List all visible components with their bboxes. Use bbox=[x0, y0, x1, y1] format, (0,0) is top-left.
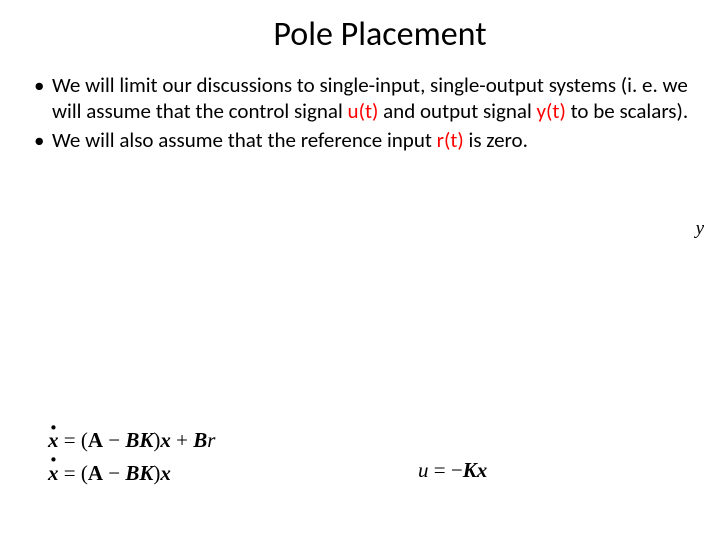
eq-matrix-BK: BK bbox=[125, 428, 153, 452]
eq-matrix-B: B bbox=[193, 428, 207, 452]
bullet-list: We will limit our discussions to single-… bbox=[30, 73, 690, 154]
highlight-text: y(t) bbox=[537, 98, 566, 124]
eq-scalar-u: u bbox=[418, 458, 429, 482]
highlight-text: u(t) bbox=[348, 98, 379, 124]
bullet-text: and output signal bbox=[378, 98, 536, 124]
slide-container: Pole Placement We will limit our discuss… bbox=[0, 0, 720, 540]
equation-block-right: u = −Kx bbox=[418, 458, 487, 483]
eq-vector-x: x bbox=[160, 461, 171, 485]
equation-line: x = (A − BK)x bbox=[48, 457, 215, 490]
eq-text: = ( bbox=[59, 428, 88, 452]
bullet-item: We will limit our discussions to single-… bbox=[30, 73, 690, 124]
slide-title: Pole Placement bbox=[70, 14, 690, 55]
y-axis-label: y bbox=[696, 218, 704, 240]
bullet-item: We will also assume that the reference i… bbox=[30, 128, 690, 154]
highlight-text: r(t) bbox=[437, 127, 464, 153]
eq-text: − bbox=[103, 461, 125, 485]
eq-text: + bbox=[171, 428, 193, 452]
eq-xdot: x bbox=[48, 457, 59, 490]
bullet-text: We will also assume that the reference i… bbox=[52, 127, 437, 153]
eq-vector-x: x bbox=[160, 428, 171, 452]
eq-matrix-A: A bbox=[88, 461, 103, 485]
bullet-text: to be scalars). bbox=[566, 98, 688, 124]
eq-text: − bbox=[103, 428, 125, 452]
eq-matrix-K: K bbox=[463, 458, 477, 482]
equation-line: x = (A − BK)x + Br bbox=[48, 424, 215, 457]
bullet-text: is zero. bbox=[464, 127, 528, 153]
eq-matrix-BK: BK bbox=[125, 461, 153, 485]
eq-scalar-r: r bbox=[207, 428, 215, 452]
eq-vector-x: x bbox=[477, 458, 488, 482]
equation-block-left: x = (A − BK)x + Br x = (A − BK)x bbox=[48, 424, 215, 489]
eq-text: = ( bbox=[59, 461, 88, 485]
eq-matrix-A: A bbox=[88, 428, 103, 452]
eq-text: = − bbox=[429, 458, 463, 482]
